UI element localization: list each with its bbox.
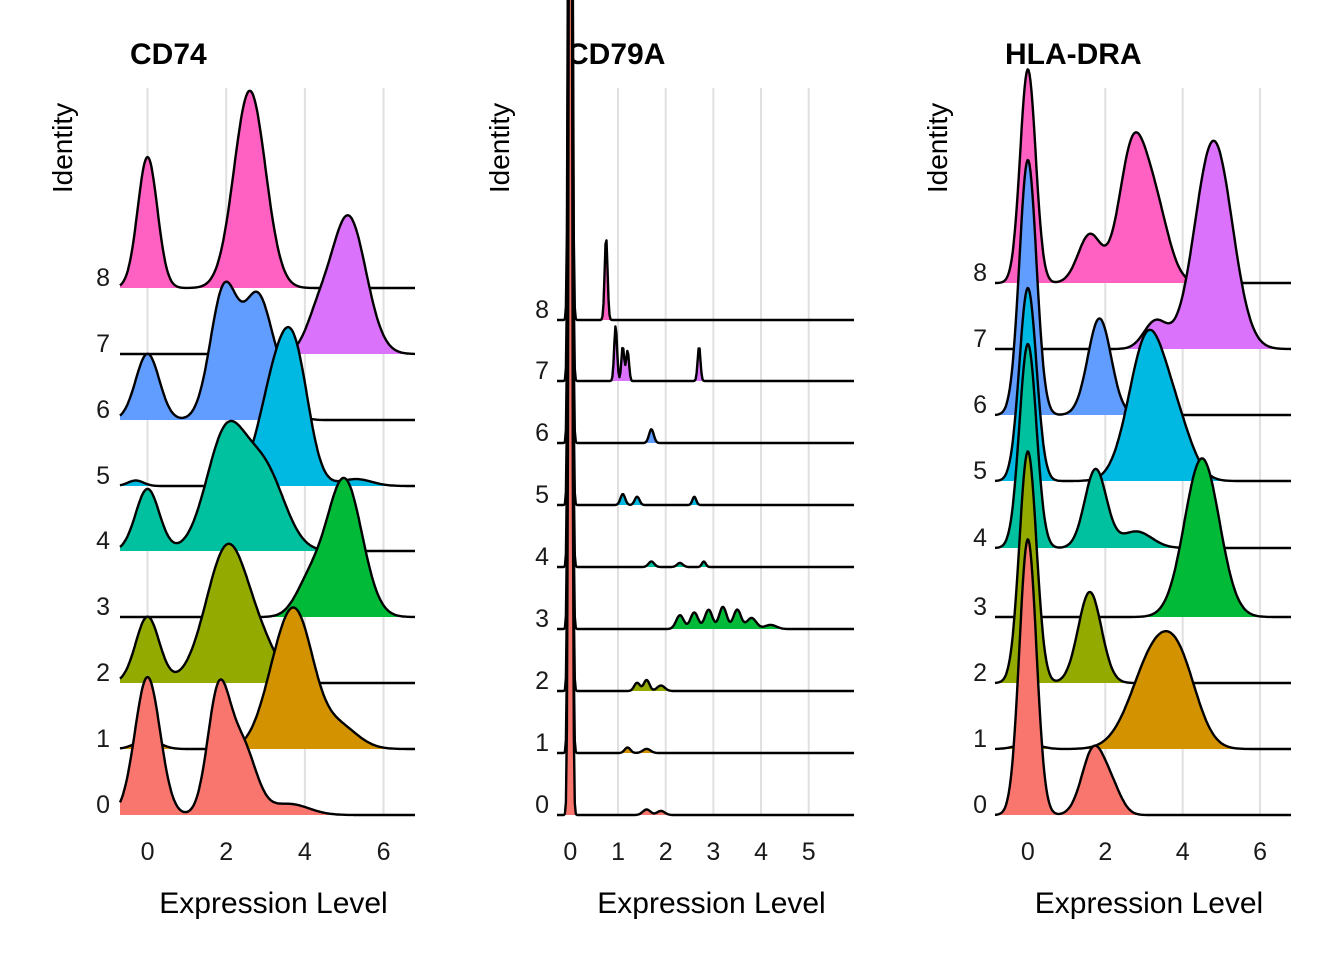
ridge-area-2 <box>120 543 415 683</box>
ridge-area-8 <box>995 69 1291 284</box>
x-tick-label: 2 <box>219 838 233 866</box>
ridge-outline-4 <box>994 342 1292 550</box>
y-tick-label-5: 5 <box>535 481 549 509</box>
y-tick-label-2: 2 <box>973 659 987 687</box>
ridge-area-1 <box>995 631 1291 749</box>
x-axis-label: Expression Level <box>1035 887 1263 920</box>
ridge-outline-5 <box>119 325 416 488</box>
y-tick-label-8: 8 <box>973 259 987 287</box>
ridge-outline-0 <box>118 675 416 817</box>
y-tick-label-5: 5 <box>96 462 110 490</box>
x-tick-label: 6 <box>377 838 391 866</box>
y-tick-label-3: 3 <box>96 593 110 621</box>
y-tick-label-6: 6 <box>96 396 110 424</box>
x-tick-label: 2 <box>659 838 673 866</box>
y-tick-label-3: 3 <box>973 593 987 621</box>
ridge-area-3 <box>120 477 415 617</box>
x-tick-label: 3 <box>706 838 720 866</box>
ridge-outline-7 <box>994 139 1292 351</box>
y-tick-label-1: 1 <box>96 725 110 753</box>
y-tick-label-0: 0 <box>535 791 549 819</box>
y-tick-label-7: 7 <box>96 330 110 358</box>
ridge-outline-1 <box>119 606 416 751</box>
ridge-area-4 <box>120 421 415 551</box>
ridge-outline-5 <box>994 286 1292 483</box>
x-tick-label: 0 <box>141 838 155 866</box>
ridge-outline-0 <box>556 0 855 817</box>
ridge-outline-7 <box>556 0 855 383</box>
x-tick-label: 4 <box>754 838 768 866</box>
ridge-outline-3 <box>556 0 855 631</box>
y-axis-label: Identity <box>922 103 953 193</box>
x-tick-label: 4 <box>1176 838 1190 866</box>
x-axis-label: Expression Level <box>159 887 387 920</box>
y-axis-label: Identity <box>484 103 515 193</box>
x-tick-label: 0 <box>563 838 577 866</box>
y-tick-label-6: 6 <box>973 391 987 419</box>
y-tick-label-4: 4 <box>96 527 110 555</box>
ridge-area-6 <box>120 281 415 420</box>
ridge-outline-6 <box>556 0 855 445</box>
ridge-area-5 <box>120 327 415 486</box>
y-tick-label-4: 4 <box>973 524 987 552</box>
ridge-outline-2 <box>556 0 855 693</box>
ridge-outline-3 <box>994 457 1292 619</box>
y-tick-label-1: 1 <box>535 729 549 757</box>
ridge-outline-3 <box>119 476 416 619</box>
panel-title: HLA-DRA <box>1005 38 1142 71</box>
y-tick-label-5: 5 <box>973 457 987 485</box>
ridge-area-7 <box>995 140 1291 349</box>
y-tick-label-0: 0 <box>973 791 987 819</box>
panel-2: CD79A Identity 0 1 2 3 4 5 Expression Level 0 1 2 3 4… <box>484 0 855 920</box>
panel-title: CD79A <box>567 38 665 71</box>
x-tick-label: 6 <box>1253 838 1267 866</box>
x-axis-label: Expression Level <box>597 887 825 920</box>
ridge-outline-8 <box>556 0 855 322</box>
ridge-area-0 <box>120 677 415 815</box>
ridge-outline-4 <box>556 0 855 569</box>
y-tick-label-8: 8 <box>535 296 549 324</box>
ridge-outline-6 <box>119 280 416 422</box>
ridge-area-5 <box>995 288 1291 481</box>
y-tick-label-0: 0 <box>96 791 110 819</box>
ridge-outline-1 <box>556 0 855 755</box>
x-tick-label: 2 <box>1098 838 1112 866</box>
panel-title: CD74 <box>130 38 207 71</box>
y-tick-label-8: 8 <box>96 264 110 292</box>
y-tick-label-1: 1 <box>973 725 987 753</box>
ridge-outline-2 <box>119 542 416 685</box>
y-tick-label-7: 7 <box>535 357 549 385</box>
y-axis-label: Identity <box>47 103 78 193</box>
ridge-area-3 <box>995 458 1291 617</box>
y-tick-label-2: 2 <box>535 667 549 695</box>
ridge-outline-5 <box>556 0 855 507</box>
ridge-outline-0 <box>994 538 1292 817</box>
y-tick-label-7: 7 <box>973 325 987 353</box>
x-tick-label: 5 <box>802 838 816 866</box>
ridge-area-1 <box>120 607 415 749</box>
x-tick-label: 4 <box>298 838 312 866</box>
ridge-outline-1 <box>994 630 1292 751</box>
y-tick-label-2: 2 <box>96 659 110 687</box>
y-tick-label-3: 3 <box>535 605 549 633</box>
y-tick-label-4: 4 <box>535 543 549 571</box>
x-tick-label: 1 <box>611 838 625 866</box>
y-tick-label-6: 6 <box>535 419 549 447</box>
x-tick-label: 0 <box>1021 838 1035 866</box>
ridge-area-7 <box>120 215 415 354</box>
